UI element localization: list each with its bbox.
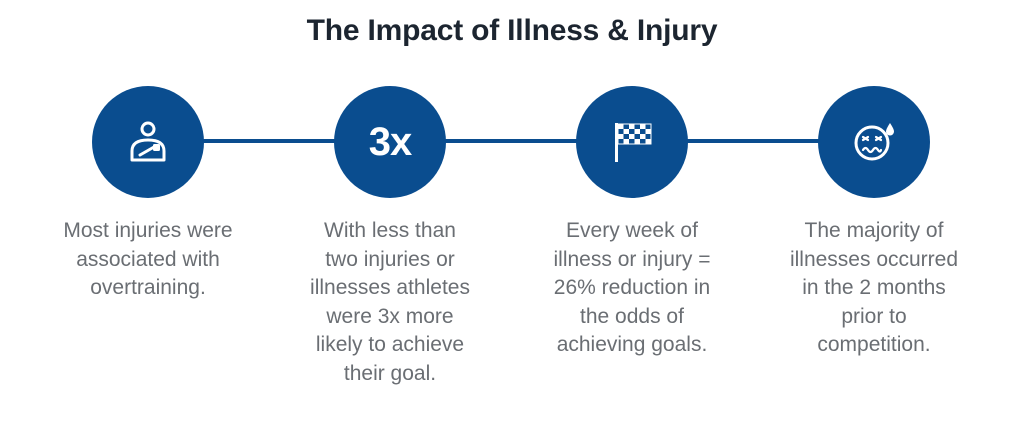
- step-3-caption: Every week of illness or injury = 26% re…: [553, 219, 711, 356]
- step-1-caption: Most injuries were associated with overt…: [63, 219, 233, 299]
- page-title: The Impact of Illness & Injury: [306, 14, 718, 47]
- step-4-circle: [818, 86, 930, 198]
- step-4-caption: The majority of illnesses occurred in th…: [789, 219, 959, 356]
- step-2-label: 3x: [368, 119, 412, 164]
- checkered-flag-icon: [615, 123, 652, 162]
- step-1-circle: [92, 86, 204, 198]
- step-2-caption: With less than two injuries or illnesses…: [310, 219, 470, 385]
- step-3-circle: [576, 86, 688, 198]
- injured-person-icon: [130, 121, 166, 162]
- sick-face-icon: [854, 123, 894, 161]
- timeline-connector-line: [148, 139, 874, 143]
- step-2-circle: 3x: [334, 86, 446, 198]
